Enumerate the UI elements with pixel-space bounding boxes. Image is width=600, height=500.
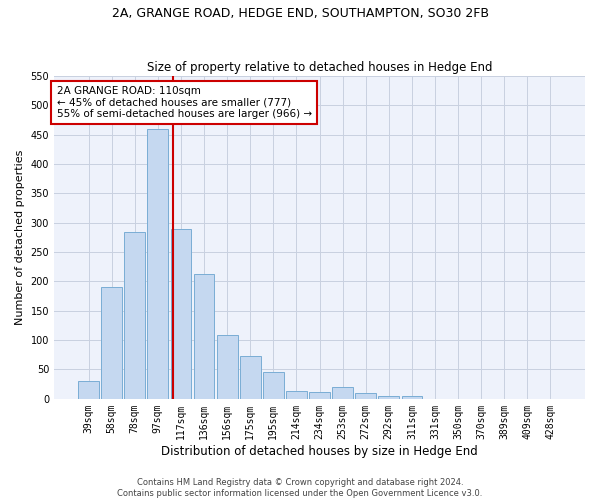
Bar	[332, 386, 353, 399]
Y-axis label: Number of detached properties: Number of detached properties	[15, 150, 25, 325]
Bar	[78, 381, 99, 399]
Title: Size of property relative to detached houses in Hedge End: Size of property relative to detached ho…	[147, 60, 492, 74]
Text: 2A GRANGE ROAD: 110sqm
← 45% of detached houses are smaller (777)
55% of semi-de: 2A GRANGE ROAD: 110sqm ← 45% of detached…	[56, 86, 312, 119]
Bar	[401, 396, 422, 399]
Text: 2A, GRANGE ROAD, HEDGE END, SOUTHAMPTON, SO30 2FB: 2A, GRANGE ROAD, HEDGE END, SOUTHAMPTON,…	[112, 8, 488, 20]
Bar	[148, 129, 168, 399]
Bar	[217, 336, 238, 399]
X-axis label: Distribution of detached houses by size in Hedge End: Distribution of detached houses by size …	[161, 444, 478, 458]
Text: Contains HM Land Registry data © Crown copyright and database right 2024.
Contai: Contains HM Land Registry data © Crown c…	[118, 478, 482, 498]
Bar	[101, 288, 122, 399]
Bar	[240, 356, 260, 399]
Bar	[170, 228, 191, 399]
Bar	[379, 396, 399, 399]
Bar	[194, 274, 214, 399]
Bar	[355, 393, 376, 399]
Bar	[124, 232, 145, 399]
Bar	[263, 372, 284, 399]
Bar	[309, 392, 330, 399]
Bar	[286, 391, 307, 399]
